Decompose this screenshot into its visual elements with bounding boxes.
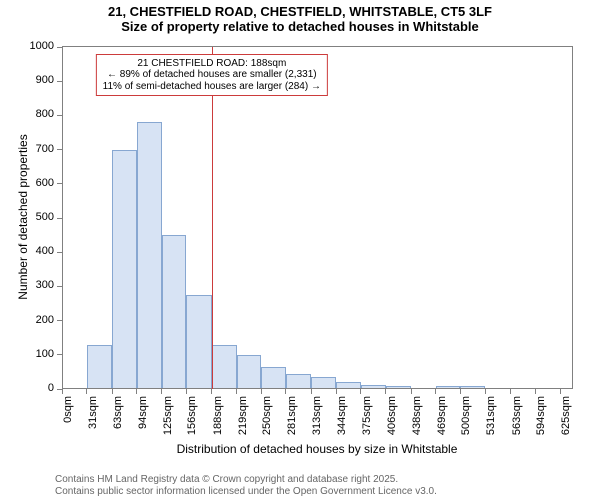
xtick (435, 389, 436, 394)
footer-line1: Contains HM Land Registry data © Crown c… (55, 474, 437, 486)
xtick (285, 389, 286, 394)
ytick-label: 1000 (14, 40, 54, 52)
ytick-label: 700 (14, 143, 54, 155)
xtick (336, 389, 337, 394)
xtick-label: 563sqm (511, 396, 523, 446)
annotation-line1: 21 CHESTFIELD ROAD: 188sqm (103, 58, 321, 70)
xtick (261, 389, 262, 394)
y-axis-line (62, 47, 63, 389)
chart-title-line2: Size of property relative to detached ho… (0, 19, 600, 34)
histogram-bar (186, 295, 212, 389)
xtick (411, 389, 412, 394)
chart-title-line1: 21, CHESTFIELD ROAD, CHESTFIELD, WHITSTA… (0, 4, 600, 19)
xtick-label: 94sqm (137, 396, 149, 446)
histogram-bar (286, 374, 312, 389)
ytick-label: 900 (14, 74, 54, 86)
ytick-label: 300 (14, 279, 54, 291)
reference-line (212, 47, 213, 389)
chart-footer: Contains HM Land Registry data © Crown c… (55, 474, 437, 498)
histogram-bar (137, 122, 162, 389)
xtick-label: 281sqm (286, 396, 298, 446)
xtick (360, 389, 361, 394)
histogram-bar (87, 345, 113, 389)
xtick (236, 389, 237, 394)
x-axis-line (62, 388, 572, 389)
xtick-label: 500sqm (460, 396, 472, 446)
xtick (186, 389, 187, 394)
ytick-label: 500 (14, 211, 54, 223)
xtick (112, 389, 113, 394)
ytick-label: 0 (14, 382, 54, 394)
chart-title-block: 21, CHESTFIELD ROAD, CHESTFIELD, WHITSTA… (0, 4, 600, 34)
histogram-bar (162, 235, 187, 389)
xtick-label: 0sqm (62, 396, 74, 446)
ytick-label: 200 (14, 314, 54, 326)
histogram-bar (237, 355, 262, 389)
xtick (311, 389, 312, 394)
annotation-box: 21 CHESTFIELD ROAD: 188sqm ← 89% of deta… (96, 54, 328, 97)
xtick-label: 156sqm (186, 396, 198, 446)
xtick-label: 594sqm (535, 396, 547, 446)
xtick-label: 438sqm (411, 396, 423, 446)
xtick-label: 188sqm (212, 396, 224, 446)
xtick-label: 531sqm (485, 396, 497, 446)
ytick-label: 400 (14, 245, 54, 257)
xtick (485, 389, 486, 394)
ytick-label: 100 (14, 348, 54, 360)
xtick-label: 219sqm (237, 396, 249, 446)
xtick (136, 389, 137, 394)
ytick-label: 600 (14, 177, 54, 189)
xtick (560, 389, 561, 394)
histogram-bar (112, 150, 137, 389)
footer-line2: Contains public sector information licen… (55, 486, 437, 498)
xtick-label: 469sqm (436, 396, 448, 446)
xtick-label: 250sqm (261, 396, 273, 446)
xtick-label: 375sqm (361, 396, 373, 446)
xtick (211, 389, 212, 394)
histogram-bar (212, 345, 237, 389)
xtick (535, 389, 536, 394)
xtick (161, 389, 162, 394)
xtick (62, 389, 63, 394)
histogram-bar (261, 367, 286, 389)
xtick-label: 625sqm (560, 396, 572, 446)
xtick-label: 125sqm (162, 396, 174, 446)
xtick (460, 389, 461, 394)
chart-container: 21, CHESTFIELD ROAD, CHESTFIELD, WHITSTA… (0, 0, 600, 500)
xtick-label: 63sqm (112, 396, 124, 446)
xtick-label: 313sqm (311, 396, 323, 446)
annotation-line2: ← 89% of detached houses are smaller (2,… (103, 69, 321, 81)
ytick-label: 800 (14, 108, 54, 120)
xtick (510, 389, 511, 394)
xtick (385, 389, 386, 394)
xtick-label: 31sqm (87, 396, 99, 446)
plot-area: 21 CHESTFIELD ROAD: 188sqm ← 89% of deta… (62, 46, 573, 389)
xtick-label: 344sqm (336, 396, 348, 446)
xtick-label: 406sqm (386, 396, 398, 446)
xtick (86, 389, 87, 394)
annotation-line3: 11% of semi-detached houses are larger (… (103, 81, 321, 93)
